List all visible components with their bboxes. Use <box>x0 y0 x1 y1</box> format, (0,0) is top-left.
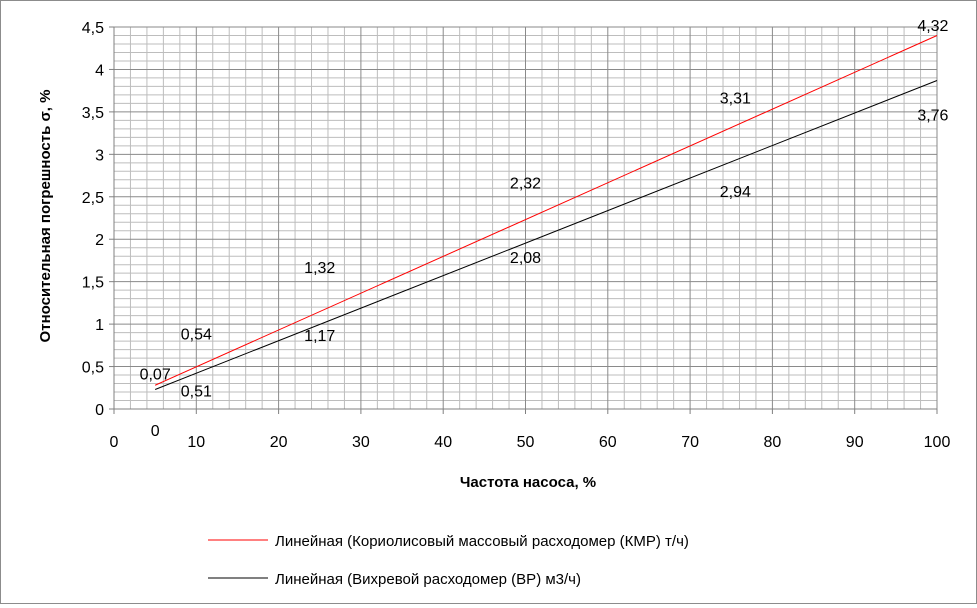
data-label: 0,54 <box>181 326 212 343</box>
legend-label-kmr: Линейная (Кориолисовый массовый расходом… <box>275 533 689 550</box>
y-tick-label: 1 <box>95 317 104 334</box>
data-label: 4,32 <box>917 18 948 35</box>
x-tick-label: 0 <box>110 434 119 451</box>
x-tick-label: 50 <box>517 434 535 451</box>
y-tick-label: 0,5 <box>82 360 104 377</box>
y-tick-label: 2 <box>95 232 104 249</box>
y-tick-label: 2,5 <box>82 190 104 207</box>
x-tick-label: 30 <box>352 434 370 451</box>
x-tick-label: 80 <box>764 434 782 451</box>
x-axis-title: Частота насоса, % <box>460 474 596 491</box>
x-tick-labels: 0 10 20 30 40 50 60 70 80 90 100 <box>110 409 951 451</box>
data-label: 3,76 <box>917 107 948 124</box>
legend: Линейная (Кориолисовый массовый расходом… <box>208 533 689 588</box>
y-tick-label: 4 <box>95 62 104 79</box>
x-tick-label: 10 <box>187 434 205 451</box>
data-label: 2,32 <box>510 175 541 192</box>
y-axis-title: Относительная погрешность σ, % <box>37 90 54 343</box>
data-label: 2,08 <box>510 250 541 267</box>
y-tick-label: 3 <box>95 147 104 164</box>
x-tick-label: 20 <box>270 434 288 451</box>
data-label: 1,32 <box>304 260 335 277</box>
series-lines <box>154 35 938 390</box>
series-line-2 <box>154 80 938 390</box>
legend-label-vr: Линейная (Вихревой расходомер (ВР) м3/ч) <box>275 571 581 588</box>
x-tick-label: 70 <box>681 434 699 451</box>
x-tick-label: 100 <box>924 434 951 451</box>
data-label: 0,07 <box>140 366 171 383</box>
series-line-1 <box>154 35 938 386</box>
x-tick-label: 60 <box>599 434 617 451</box>
data-label: 3,31 <box>720 90 751 107</box>
data-label: 1,17 <box>304 328 335 345</box>
y-tick-label: 4,5 <box>82 20 104 37</box>
y-tick-label: 3,5 <box>82 105 104 122</box>
y-tick-labels: 0 0,5 1 1,5 2 2,5 3 3,5 4 4,5 <box>82 20 114 419</box>
data-label: 2,94 <box>720 184 751 201</box>
data-label: 0,51 <box>181 383 212 400</box>
major-grid <box>113 26 938 410</box>
x-tick-label: 90 <box>846 434 864 451</box>
y-tick-label: 1,5 <box>82 275 104 292</box>
y-tick-label: 0 <box>95 402 104 419</box>
x-tick-label: 40 <box>434 434 452 451</box>
data-labels: 4,32 3,31 3,76 2,32 2,94 2,08 1,32 1,17 0,54 0,07… <box>140 18 949 440</box>
data-label: 0 <box>151 423 160 440</box>
